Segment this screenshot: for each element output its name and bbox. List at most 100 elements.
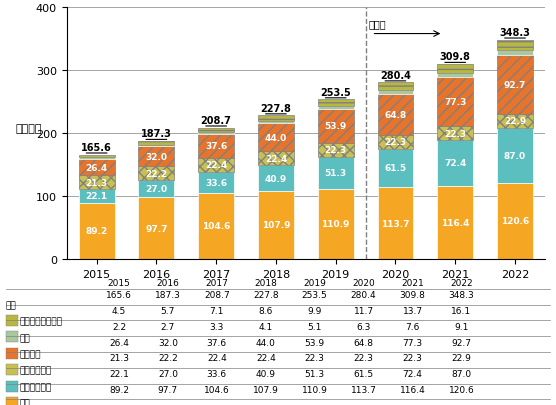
Text: 110.9: 110.9 <box>321 220 350 229</box>
Text: 7.1: 7.1 <box>210 306 224 315</box>
Text: 8.6: 8.6 <box>259 306 273 315</box>
Text: 72.4: 72.4 <box>403 369 423 378</box>
Bar <box>437 78 473 127</box>
Text: 348.3: 348.3 <box>499 28 530 38</box>
Text: 61.5: 61.5 <box>354 369 374 378</box>
Text: 187.3: 187.3 <box>141 129 172 139</box>
Bar <box>497 115 533 129</box>
Text: 33.6: 33.6 <box>205 179 227 188</box>
Text: 110.9: 110.9 <box>302 385 327 394</box>
Bar <box>258 192 294 259</box>
Text: 187.3: 187.3 <box>155 290 181 299</box>
Bar <box>138 198 175 259</box>
Bar <box>378 149 413 188</box>
Text: 92.7: 92.7 <box>451 338 471 347</box>
Text: 2022: 2022 <box>450 278 473 287</box>
FancyBboxPatch shape <box>6 381 18 392</box>
Text: 113.7: 113.7 <box>381 219 410 228</box>
Text: 348.3: 348.3 <box>449 290 474 299</box>
Bar <box>378 135 413 149</box>
Bar <box>378 94 413 135</box>
Bar <box>198 133 234 135</box>
Text: 87.0: 87.0 <box>451 369 471 378</box>
Text: 77.3: 77.3 <box>444 98 466 107</box>
Text: 4.1: 4.1 <box>259 322 273 331</box>
Text: 21.3: 21.3 <box>86 178 108 187</box>
Text: 27.0: 27.0 <box>158 369 178 378</box>
Text: 2017: 2017 <box>205 278 229 287</box>
Text: 11.7: 11.7 <box>354 306 374 315</box>
Text: 5.7: 5.7 <box>161 306 175 315</box>
Text: 22.1: 22.1 <box>86 192 108 201</box>
Bar <box>198 158 234 173</box>
Bar <box>258 116 294 121</box>
Text: 予測値: 予測値 <box>369 19 386 29</box>
Bar <box>79 155 115 158</box>
Bar <box>79 189 115 203</box>
Bar <box>198 128 234 133</box>
Text: 22.3: 22.3 <box>305 354 325 362</box>
Bar <box>378 91 413 94</box>
Text: 22.3: 22.3 <box>444 129 466 138</box>
Text: 280.4: 280.4 <box>351 290 376 299</box>
Text: 22.2: 22.2 <box>158 354 178 362</box>
Text: 61.5: 61.5 <box>384 164 406 173</box>
Text: 87.0: 87.0 <box>504 152 526 161</box>
Text: 253.5: 253.5 <box>302 290 327 299</box>
Text: 22.1: 22.1 <box>109 369 129 378</box>
Text: 165.6: 165.6 <box>106 290 132 299</box>
Text: 2020: 2020 <box>353 278 375 287</box>
Text: 22.3: 22.3 <box>403 354 423 362</box>
Text: 309.8: 309.8 <box>400 290 425 299</box>
Text: 2.2: 2.2 <box>112 322 126 331</box>
Text: 26.4: 26.4 <box>109 338 129 347</box>
Bar <box>318 100 354 107</box>
Text: 40.9: 40.9 <box>256 369 276 378</box>
Text: 7.6: 7.6 <box>405 322 420 331</box>
Text: 22.4: 22.4 <box>265 154 287 163</box>
Text: 72.4: 72.4 <box>444 159 466 168</box>
Text: 2018: 2018 <box>254 278 277 287</box>
Text: 27.0: 27.0 <box>145 185 167 194</box>
Bar <box>318 109 354 143</box>
Text: 22.4: 22.4 <box>205 161 227 170</box>
Text: 22.4: 22.4 <box>207 354 227 362</box>
Text: 22.9: 22.9 <box>451 354 471 362</box>
Text: 51.3: 51.3 <box>325 169 347 178</box>
FancyBboxPatch shape <box>6 397 18 405</box>
Text: 16.1: 16.1 <box>451 306 471 315</box>
Text: 280.4: 280.4 <box>380 71 411 81</box>
Bar <box>138 181 175 198</box>
Bar <box>258 124 294 152</box>
Bar <box>497 129 533 183</box>
Text: 合計: 合計 <box>6 300 16 309</box>
Text: 107.9: 107.9 <box>262 221 290 230</box>
Bar <box>497 183 533 259</box>
FancyBboxPatch shape <box>6 348 18 359</box>
Text: 208.7: 208.7 <box>204 290 230 299</box>
Bar <box>138 145 175 147</box>
Text: 309.8: 309.8 <box>440 52 471 62</box>
Text: 113.7: 113.7 <box>351 385 376 394</box>
Bar <box>198 135 234 158</box>
Text: 32.0: 32.0 <box>158 338 178 347</box>
Text: 26.4: 26.4 <box>86 163 108 172</box>
Bar <box>79 158 115 160</box>
Text: 37.6: 37.6 <box>207 338 227 347</box>
Text: 64.8: 64.8 <box>384 111 406 119</box>
Text: 89.2: 89.2 <box>86 227 108 236</box>
Bar <box>378 83 413 91</box>
Text: 253.5: 253.5 <box>320 87 351 98</box>
Bar <box>258 122 294 124</box>
Text: 53.9: 53.9 <box>305 338 325 347</box>
Text: 116.4: 116.4 <box>441 218 469 227</box>
Bar <box>437 65 473 73</box>
Text: 4.5: 4.5 <box>112 306 126 315</box>
Text: 2021: 2021 <box>401 278 424 287</box>
Text: 44.0: 44.0 <box>265 133 287 143</box>
Text: 92.7: 92.7 <box>504 81 526 90</box>
Text: 120.6: 120.6 <box>449 385 474 394</box>
Text: 2016: 2016 <box>156 278 180 287</box>
Bar <box>79 160 115 176</box>
Text: 2015: 2015 <box>107 278 131 287</box>
